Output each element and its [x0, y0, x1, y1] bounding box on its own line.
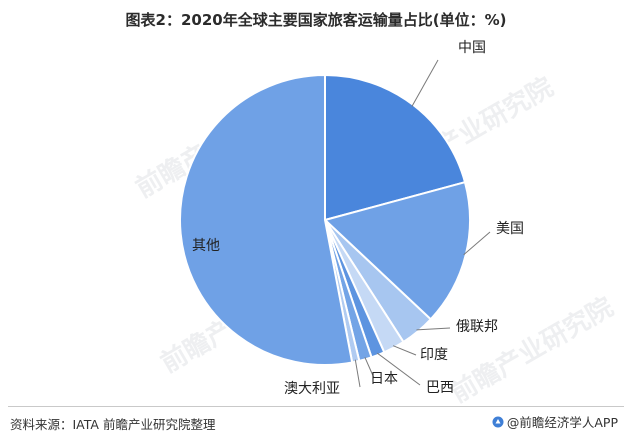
leader-line-5	[364, 357, 375, 379]
pie-slice-7	[178, 73, 354, 366]
leader-line-6	[354, 359, 361, 388]
leader-line-3	[392, 345, 417, 356]
source-note: 资料来源：IATA 前瞻产业研究院整理	[10, 417, 216, 432]
brand-text: @前瞻经济学人APP	[506, 415, 618, 430]
slice-label-7: 其他	[192, 238, 220, 254]
pie-slices	[178, 73, 471, 366]
pie-slice-1	[323, 180, 471, 321]
leader-line-1	[463, 231, 491, 256]
leader-line-0	[411, 59, 439, 107]
leader-line-4	[376, 352, 421, 386]
chart-title: 图表2：2020年全球主要国家旅客运输量占比(单位：%)	[125, 11, 507, 29]
slice-label-4: 巴西	[426, 380, 454, 396]
slice-label-6: 澳大利亚	[284, 381, 340, 397]
slice-label-2: 俄联邦	[456, 319, 498, 335]
slice-label-0: 中国	[458, 40, 486, 56]
footer-divider	[8, 406, 624, 407]
leader-line-2	[416, 327, 451, 331]
slice-label-3: 印度	[420, 347, 448, 363]
brand-mark: @前瞻经济学人APP	[492, 412, 618, 431]
slice-label-5: 日本	[370, 371, 398, 387]
pie-leader-lines	[354, 59, 491, 388]
slice-label-1: 美国	[496, 221, 524, 237]
brand-logo-icon	[492, 416, 504, 428]
